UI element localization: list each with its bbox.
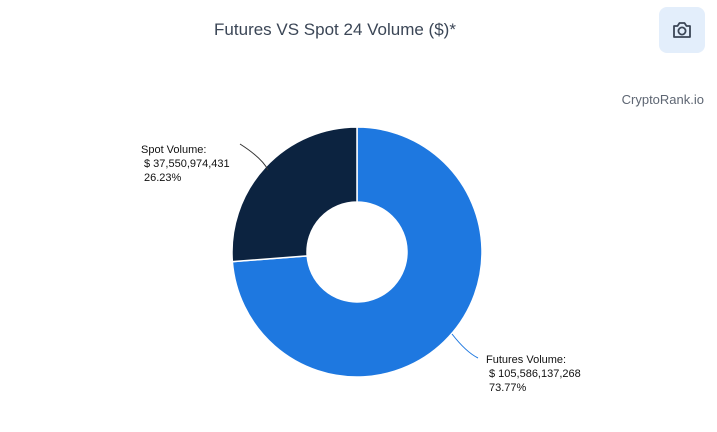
chart-slices bbox=[231, 126, 483, 378]
slice-label-futures-name: Futures Volume: bbox=[486, 354, 566, 366]
spot-leader-line bbox=[239, 143, 269, 171]
donut-slice-spot[interactable] bbox=[231, 126, 358, 263]
chart-title: Futures VS Spot 24 Volume ($)* bbox=[214, 20, 456, 39]
camera-button[interactable] bbox=[659, 7, 705, 53]
watermark: CryptoRank.io bbox=[621, 92, 704, 107]
slice-label-spot-value: $ 37,550,974,431 bbox=[144, 158, 230, 170]
slice-label-spot-name: Spot Volume: bbox=[141, 144, 206, 156]
donut-slice-futures[interactable] bbox=[231, 126, 483, 378]
camera-icon bbox=[673, 22, 691, 38]
slice-label-spot-percent: 26.23% bbox=[144, 172, 182, 184]
slice-label-futures-percent: 73.77% bbox=[489, 382, 527, 394]
futures-leader-line bbox=[451, 333, 479, 359]
slice-label-futures-value: $ 105,586,137,268 bbox=[489, 368, 581, 380]
